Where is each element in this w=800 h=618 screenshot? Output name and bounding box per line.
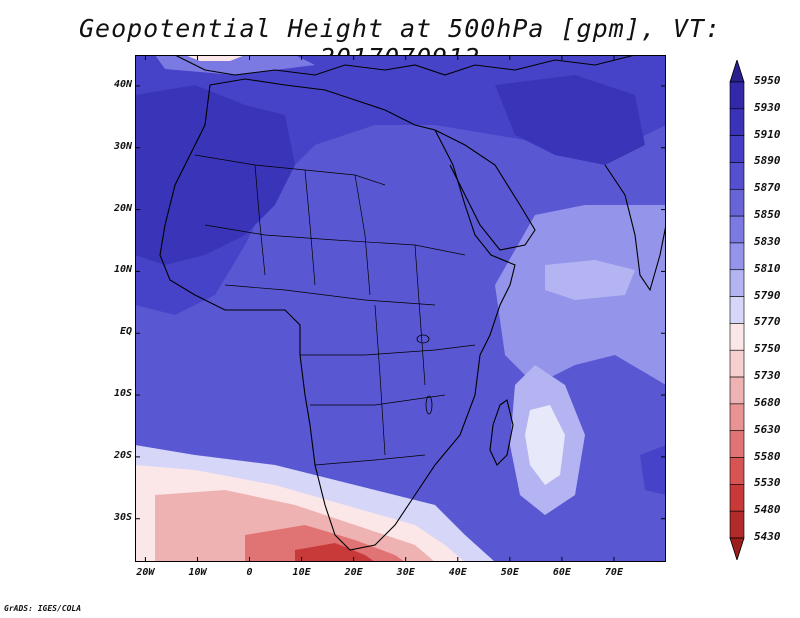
colorbar-box bbox=[729, 242, 745, 271]
colorbar-box bbox=[729, 296, 745, 324]
colorbar-level-label: 5930 bbox=[754, 100, 781, 114]
lat-label: 30S bbox=[113, 511, 132, 523]
colorbar-level-label: 5910 bbox=[754, 127, 781, 141]
colorbar-box bbox=[729, 188, 745, 217]
colorbar-box bbox=[729, 162, 745, 190]
lon-label: 10W bbox=[188, 567, 207, 578]
colorbar-box bbox=[729, 349, 745, 378]
field-mascarene-core bbox=[525, 405, 565, 485]
lon-label: 30E bbox=[396, 567, 415, 578]
lakes bbox=[416, 334, 433, 415]
colorbar-level-label: 5770 bbox=[754, 315, 781, 329]
africa-coastline bbox=[159, 78, 516, 551]
grads-credit: GrADS: IGES/COLA bbox=[4, 604, 82, 613]
colorbar-box bbox=[729, 81, 745, 110]
colorbar bbox=[729, 60, 745, 560]
colorbar-box bbox=[729, 269, 745, 297]
lon-label: 60E bbox=[552, 567, 571, 578]
colorbar-level-label: 5750 bbox=[754, 342, 781, 356]
country-borders bbox=[194, 154, 476, 466]
field-indian-ocean-light bbox=[545, 260, 635, 300]
lat-label: 40N bbox=[113, 78, 132, 90]
coastlines bbox=[159, 55, 666, 551]
lat-label: 20N bbox=[113, 202, 132, 214]
colorbar-level-label: 5950 bbox=[754, 74, 781, 87]
colorbar-level-label: 5870 bbox=[754, 181, 781, 195]
colorbar-level-label: 5830 bbox=[754, 234, 781, 248]
arabia-coastline bbox=[434, 129, 536, 251]
lat-label: 10S bbox=[113, 388, 132, 400]
lon-label: 40E bbox=[448, 567, 467, 578]
colorbar-boxes bbox=[729, 60, 745, 560]
lon-label: 70E bbox=[604, 567, 623, 578]
map-frame bbox=[135, 55, 666, 562]
lat-label: 10N bbox=[113, 264, 132, 276]
map-panel bbox=[135, 55, 666, 562]
geopotential-map bbox=[135, 55, 666, 562]
field-south-trough-4 bbox=[245, 525, 405, 562]
madagascar-coastline bbox=[489, 399, 514, 466]
colorbar-level-label: 5480 bbox=[754, 503, 781, 517]
lon-label: 50E bbox=[500, 567, 519, 578]
colorbar-top-arrow bbox=[729, 60, 745, 83]
colorbar-level-label: 5890 bbox=[754, 154, 781, 168]
colorbar-box bbox=[729, 323, 745, 351]
colorbar-level-label: 5850 bbox=[754, 208, 781, 222]
lon-label: 10E bbox=[292, 567, 311, 578]
lon-label: 20E bbox=[344, 567, 363, 578]
lon-label: 20W bbox=[136, 567, 155, 578]
field-east-patch bbox=[640, 445, 666, 495]
axis-ticks bbox=[135, 55, 666, 562]
colorbar-level-label: 5430 bbox=[754, 530, 781, 543]
field-sahara-high bbox=[135, 85, 295, 265]
colorbar-box bbox=[729, 510, 745, 539]
colorbar-box bbox=[729, 108, 745, 136]
lon-label: 0 bbox=[246, 567, 253, 578]
lat-label: 20S bbox=[113, 449, 132, 461]
colorbar-box bbox=[729, 376, 745, 405]
colorbar-level-label: 5530 bbox=[754, 476, 781, 490]
colorbar-box bbox=[729, 135, 745, 163]
colorbar-level-label: 5580 bbox=[754, 449, 781, 463]
lat-label: 30N bbox=[113, 140, 132, 152]
colorbar-level-label: 5810 bbox=[754, 261, 781, 275]
colorbar-box bbox=[729, 484, 745, 512]
colorbar-level-label: 5730 bbox=[754, 369, 781, 383]
europe-coastline bbox=[174, 55, 636, 76]
colorbar-box bbox=[729, 430, 745, 458]
field-south-trough-5 bbox=[295, 543, 375, 562]
colorbar-box bbox=[729, 215, 745, 244]
field-north-edge-pink bbox=[185, 55, 245, 61]
colorbar-bottom-arrow bbox=[729, 537, 745, 560]
colorbar-level-label: 5630 bbox=[754, 422, 781, 436]
field-arabia-high bbox=[495, 75, 645, 165]
colorbar-level-label: 5790 bbox=[754, 288, 781, 302]
colorbar-box bbox=[729, 457, 745, 485]
india-coastline bbox=[604, 164, 666, 292]
colorbar-box bbox=[729, 403, 745, 432]
lat-label: EQ bbox=[119, 326, 132, 338]
colorbar-level-label: 5680 bbox=[754, 395, 781, 409]
